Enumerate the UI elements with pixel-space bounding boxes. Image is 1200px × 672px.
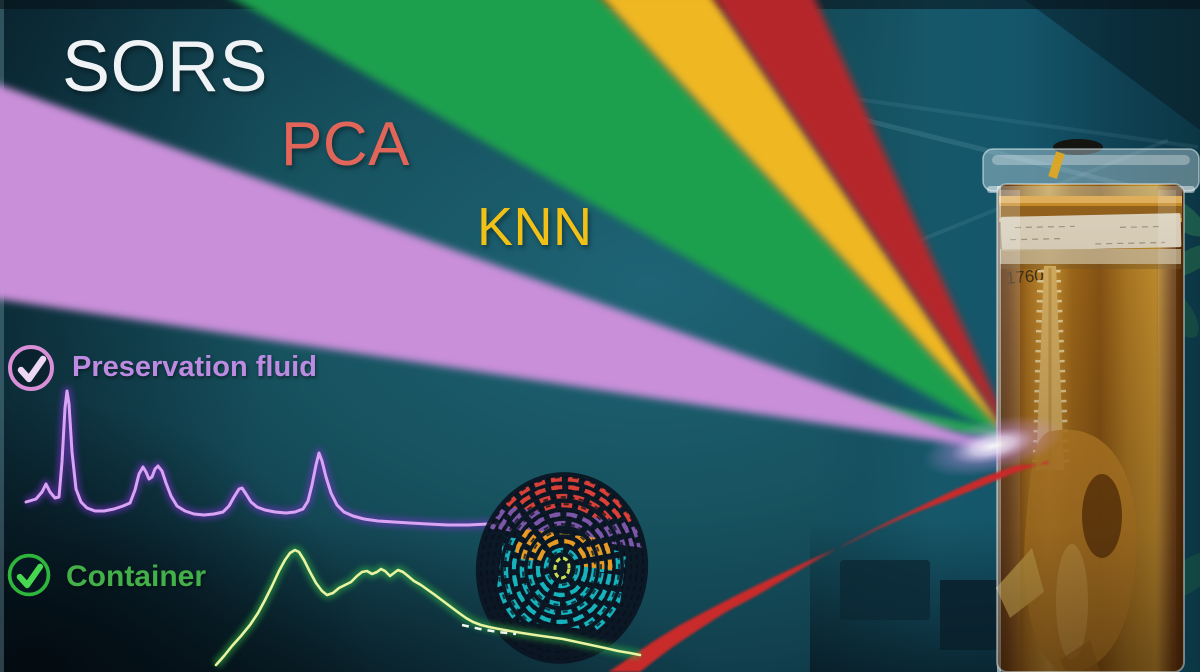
jar-lid-knob	[1053, 139, 1103, 155]
fingerprint	[475, 472, 649, 664]
jar-lid-highlight	[992, 155, 1190, 165]
laser-beam	[608, 461, 1048, 672]
specimen-jar: 1760	[982, 139, 1200, 672]
checklist-item-container: Container	[4, 550, 206, 600]
fingerprint-center	[553, 556, 571, 580]
knn-label: KNN	[477, 197, 593, 257]
checklist-item-preservation-fluid: Preservation fluid	[4, 341, 317, 395]
fingerprint-red-arcs	[481, 476, 644, 526]
shelf-box	[840, 560, 930, 620]
left-edge-strip	[0, 0, 4, 672]
beam-red	[715, 0, 1019, 450]
spectrum-container-dash-overlay	[461, 623, 517, 636]
beam-yellow	[603, 0, 1017, 448]
spectrum-preservation-fluid	[24, 389, 507, 527]
container-label: Container	[66, 560, 207, 593]
jar-tape	[1048, 151, 1065, 179]
beam-magenta	[0, 84, 1010, 452]
pca-label: PCA	[281, 110, 410, 179]
check-icon	[8, 345, 54, 391]
beam-green	[235, 0, 1016, 446]
check-icon	[7, 553, 51, 597]
sors-label: SORS	[62, 27, 269, 107]
jar-shading	[997, 184, 1184, 672]
spectrum-preservation-fluid-glow	[24, 386, 505, 530]
preservation-fluid-label: Preservation fluid	[72, 351, 317, 383]
spectrum-container	[214, 548, 642, 667]
fingerprint-base	[475, 472, 649, 664]
beam-convergence-glow	[922, 415, 1064, 477]
